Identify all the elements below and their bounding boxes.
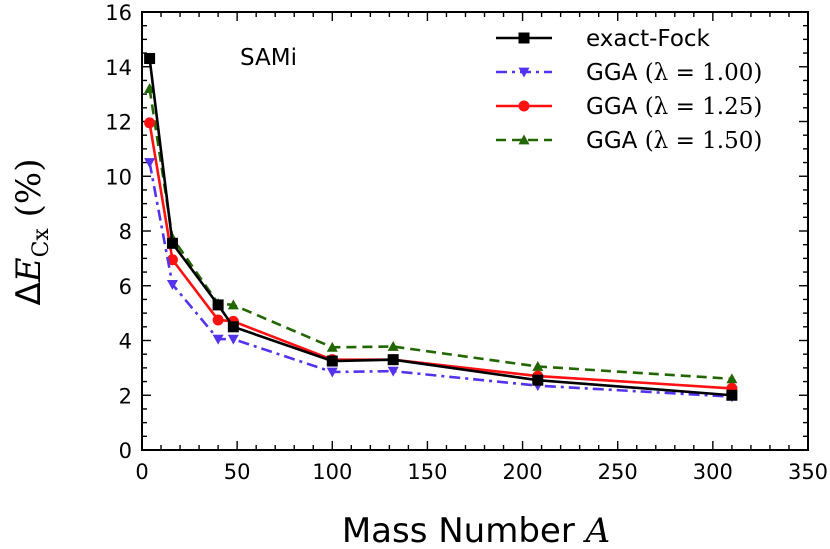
x-axis-title: Mass Number A xyxy=(342,511,610,549)
data-point xyxy=(144,158,156,169)
legend-marker xyxy=(518,100,530,112)
data-point xyxy=(387,366,399,377)
y-tick-label: 2 xyxy=(119,384,132,408)
data-point xyxy=(212,314,224,326)
x-tick-label: 0 xyxy=(135,460,148,484)
legend-entry: GGA (λ = 1.50) xyxy=(496,128,762,154)
series-line xyxy=(148,58,732,397)
legend-entry: GGA (λ = 1.25) xyxy=(496,94,762,120)
data-point xyxy=(144,117,156,129)
series-line xyxy=(148,122,732,390)
series-3 xyxy=(144,117,738,394)
legend-entry: exact-Fock xyxy=(496,26,711,52)
data-point xyxy=(726,373,738,384)
series-line xyxy=(148,162,732,398)
data-point xyxy=(387,341,399,351)
y-tick-label: 8 xyxy=(119,220,132,244)
legend-label: GGA (λ = 1.50) xyxy=(586,128,762,154)
legend-marker xyxy=(518,32,530,44)
x-tick-label: 150 xyxy=(407,460,447,484)
y-axis-title: ΔECx (%) xyxy=(9,159,54,306)
legend: exact-Fock GGA (λ = 1.00) GGA (λ = 1.25) GG… xyxy=(496,26,762,154)
data-point xyxy=(326,367,338,378)
data-point xyxy=(166,279,178,290)
x-tick-label: 200 xyxy=(503,460,543,484)
y-tick-label: 16 xyxy=(105,1,132,25)
series-layer xyxy=(144,53,738,403)
legend-entry: GGA (λ = 1.00) xyxy=(496,60,762,86)
legend-label: exact-Fock xyxy=(586,26,711,52)
y-tick-label: 4 xyxy=(119,330,132,354)
series-line xyxy=(148,88,732,381)
annotation-label: SAMi xyxy=(240,45,297,71)
data-point xyxy=(212,334,224,345)
x-tick-label: 350 xyxy=(788,460,828,484)
y-tick-label: 6 xyxy=(119,275,132,299)
data-point xyxy=(326,355,338,367)
legend-label: GGA (λ = 1.25) xyxy=(586,94,762,120)
data-point xyxy=(166,237,178,249)
legend-marker xyxy=(518,134,530,145)
x-tick-label: 300 xyxy=(693,460,733,484)
y-tick-label: 10 xyxy=(105,165,132,189)
x-tick-label: 50 xyxy=(224,460,251,484)
y-tick-label: 14 xyxy=(105,56,132,80)
series-1 xyxy=(144,53,738,401)
legend-marker xyxy=(518,67,530,78)
data-point xyxy=(212,299,224,311)
data-point xyxy=(166,254,178,266)
data-point xyxy=(227,299,239,310)
data-point xyxy=(532,374,544,386)
y-tick-label: 12 xyxy=(105,111,132,135)
y-axis: 0 2 4 6 8 10 12 14 16 xyxy=(105,1,808,463)
x-tick-label: 250 xyxy=(598,460,638,484)
data-point xyxy=(387,354,399,366)
data-point xyxy=(227,334,239,345)
data-point xyxy=(227,321,239,333)
y-tick-label: 0 xyxy=(119,439,132,463)
data-point xyxy=(532,361,544,371)
x-axis: 0 50 100 150 200 250 300 350 xyxy=(135,12,828,484)
data-point xyxy=(726,389,738,401)
data-point xyxy=(326,341,338,352)
data-point xyxy=(144,53,156,65)
x-tick-label: 100 xyxy=(312,460,352,484)
legend-label: GGA (λ = 1.00) xyxy=(586,60,762,86)
